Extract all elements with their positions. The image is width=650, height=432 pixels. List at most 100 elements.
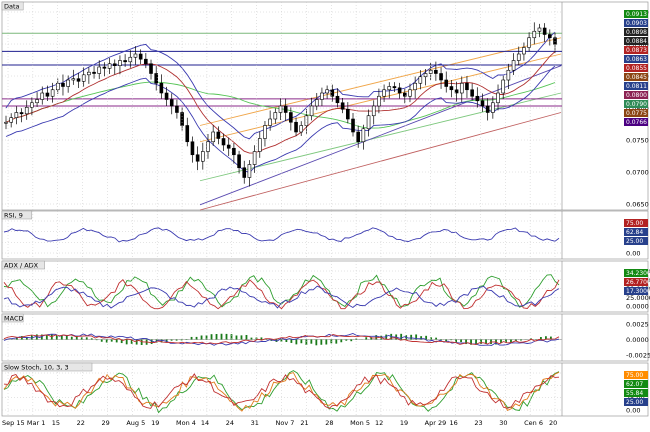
x-tick-label: 14	[201, 419, 209, 427]
candle-body	[20, 113, 23, 114]
panel-title: ADX / ADX	[4, 262, 39, 270]
macd-histogram-bar	[340, 340, 342, 343]
candle-body	[424, 74, 427, 77]
macd-histogram-bar	[191, 337, 193, 340]
candle-body	[326, 90, 329, 93]
candle-body	[134, 54, 137, 57]
panel-frame	[2, 363, 648, 416]
macd-histogram-bar	[181, 340, 183, 341]
candle-body	[98, 67, 101, 74]
candle-body	[72, 79, 75, 80]
panel-frame	[2, 211, 648, 259]
candle-body	[522, 48, 525, 55]
candle-body	[77, 79, 80, 82]
value-badge-label: 26.7700	[626, 279, 650, 286]
x-tick-label: Apr 29	[425, 419, 447, 427]
y-tick-label: 0.00	[626, 250, 640, 258]
macd-histogram-bar	[325, 340, 327, 345]
candle-body	[129, 57, 132, 62]
macd-histogram-bar	[435, 338, 437, 340]
panel-title: Slow Stoch, 10, 3, 3	[4, 364, 69, 372]
macd-histogram-bar	[206, 335, 208, 339]
y-tick-label: 0.0650	[626, 201, 649, 209]
panel-title: RSI, 9	[4, 212, 23, 220]
candle-body	[393, 87, 396, 88]
macd-histogram-bar	[310, 340, 312, 344]
macd-histogram-bar	[295, 340, 297, 345]
x-tick-label: 30	[499, 419, 507, 427]
candle-body	[507, 70, 510, 80]
x-tick-label: Sep 15	[2, 419, 25, 427]
macd-histogram-bar	[71, 337, 73, 340]
value-badge-label: 0.0903	[626, 20, 647, 27]
candle-body	[175, 106, 178, 113]
candle-body	[139, 54, 142, 59]
macd-histogram-bar	[196, 337, 198, 340]
x-tick-label: 15	[52, 419, 60, 427]
macd-histogram-bar	[445, 340, 447, 342]
y-tick-label: 0.0750	[626, 137, 649, 145]
candle-body	[170, 100, 173, 107]
value-badge-label: 25.00	[626, 238, 643, 245]
macd-histogram-bar	[450, 340, 452, 341]
candle-body	[367, 116, 370, 129]
x-tick-label: Mon 5	[350, 419, 370, 427]
candle-body	[124, 61, 127, 62]
macd-histogram-bar	[126, 340, 128, 345]
x-tick-label: Mon 4	[176, 419, 196, 427]
x-tick-label: 12	[375, 419, 383, 427]
candle-body	[414, 83, 417, 90]
candle-body	[87, 72, 90, 75]
value-badge-label: 0.0873	[626, 47, 647, 54]
x-tick-label: 28	[325, 419, 333, 427]
panel-frame	[2, 261, 648, 312]
macd-histogram-bar	[141, 340, 143, 345]
candle-body	[232, 148, 235, 155]
candle-body	[243, 168, 246, 178]
value-badge-label: 75.00	[626, 220, 643, 227]
candle-body	[196, 155, 199, 162]
candle-body	[222, 139, 225, 146]
candle-body	[160, 83, 163, 93]
candle-body	[41, 93, 44, 100]
candle-body	[388, 87, 391, 90]
x-tick-label: 29	[101, 419, 109, 427]
x-tick-label: 23	[474, 419, 482, 427]
candle-body	[253, 152, 256, 165]
macd-histogram-bar	[176, 340, 178, 341]
candle-body	[263, 126, 266, 139]
panel-title: Data	[4, 3, 20, 11]
candle-body	[341, 103, 344, 110]
candle-body	[113, 64, 116, 66]
candle-body	[150, 64, 153, 74]
macd-histogram-bar	[246, 335, 248, 340]
macd-histogram-bar	[290, 340, 292, 343]
candle-body	[372, 106, 375, 116]
candle-body	[30, 103, 33, 108]
candle-body	[543, 28, 546, 35]
candle-body	[491, 103, 494, 113]
macd-histogram-bar	[365, 337, 367, 339]
candle-body	[320, 93, 323, 100]
macd-histogram-bar	[46, 335, 48, 339]
candle-body	[36, 100, 39, 103]
candle-body	[227, 145, 230, 148]
macd-histogram-bar	[231, 334, 233, 339]
candle-body	[548, 35, 551, 38]
macd-histogram-bar	[251, 338, 253, 340]
candle-body	[502, 80, 505, 93]
macd-histogram-bar	[221, 334, 223, 340]
x-tick-label: 22	[77, 419, 85, 427]
candle-body	[51, 90, 54, 97]
candle-body	[10, 118, 13, 123]
value-badge-label: 17.3000	[626, 288, 650, 295]
candle-body	[445, 80, 448, 87]
candle-body	[67, 80, 70, 87]
value-badge-label: 0.0800	[626, 92, 647, 99]
candle-body	[512, 61, 515, 71]
candle-body	[465, 83, 468, 90]
